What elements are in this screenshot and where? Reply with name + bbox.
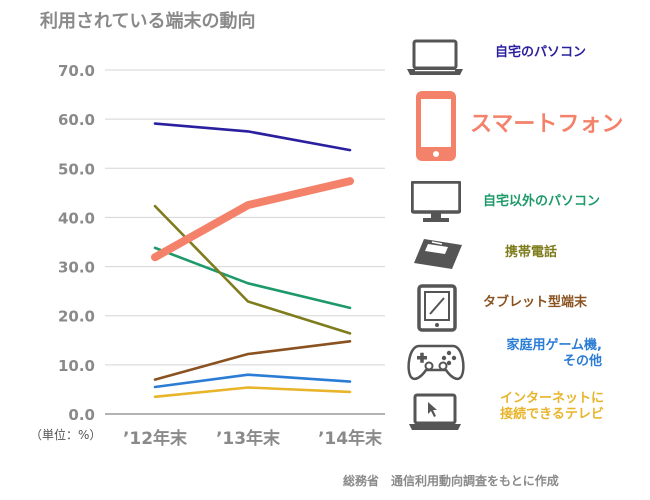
game-controller-icon: [407, 344, 465, 381]
series-line-game: [153, 373, 352, 389]
y-tick-label: 40.0: [58, 209, 95, 227]
series-line-smartphone: [151, 177, 354, 262]
y-tick-label: 50.0: [58, 160, 95, 178]
legend-label-game: 家庭用ゲーム機, その他: [506, 338, 602, 369]
x-tick-label: ’14年末: [318, 428, 383, 449]
unit-label: （単位：%）: [30, 428, 102, 442]
legend-label-tv: インターネットに 接続できるテレビ: [499, 391, 604, 422]
y-tick-label: 0.0: [68, 406, 95, 424]
y-tick-label: 70.0: [58, 62, 95, 80]
source-note: 総務省 通信利用動向調査をもとに作成: [343, 474, 559, 488]
series-line-pc-home: [153, 122, 352, 152]
monitor-icon: [411, 181, 461, 222]
y-tick-label: 30.0: [58, 259, 95, 277]
x-tick-label: ’12年末: [123, 428, 188, 449]
y-tick-label: 20.0: [58, 308, 95, 326]
series-line-tv: [153, 386, 352, 399]
legend-label-smartphone: スマートフォン: [470, 112, 624, 137]
y-tick-label: 10.0: [58, 357, 95, 375]
legend-label-pc-outside: 自宅以外のパソコン: [483, 194, 601, 209]
legend-label-pc-home: 自宅のパソコン: [495, 45, 587, 60]
mobile-phone-icon: [414, 239, 462, 269]
series-line-mobile-phone: [153, 204, 352, 335]
y-tick-label: 60.0: [58, 111, 95, 129]
legend-label-tablet: タブレット型端末: [483, 295, 588, 310]
tablet-icon: [417, 284, 457, 332]
series-line-pc-outside: [153, 246, 352, 310]
chart-title: 利用されている端末の動向: [40, 11, 256, 32]
x-tick-label: ’13年末: [216, 428, 281, 449]
internet-tv-icon: [409, 393, 461, 430]
series-line-tablet: [153, 339, 352, 381]
legend-label-mobile-phone: 携帯電話: [505, 245, 558, 260]
laptop-icon: [407, 39, 463, 75]
smartphone-icon: [416, 91, 456, 161]
